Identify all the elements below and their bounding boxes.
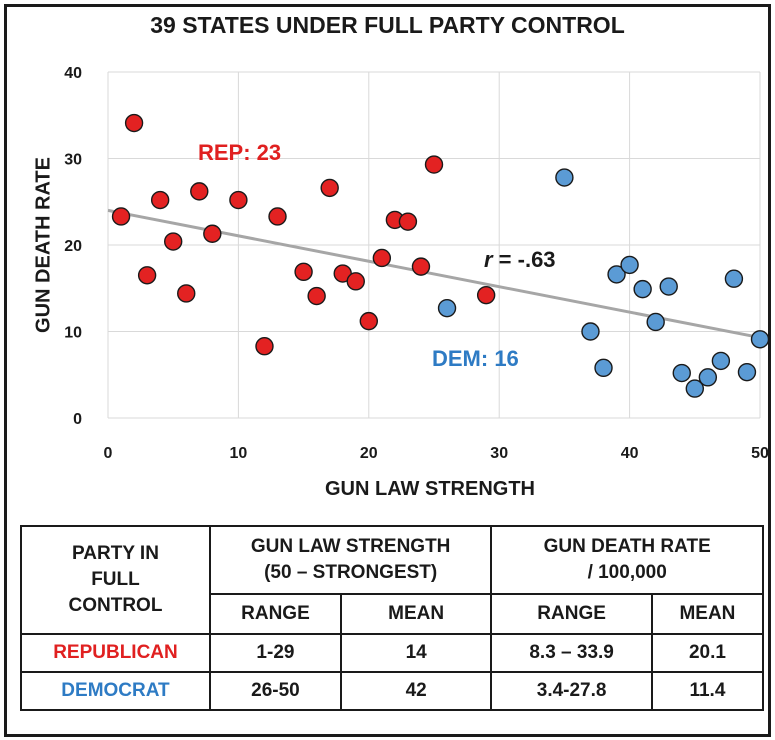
law-range-cell: 26-50 <box>208 671 342 711</box>
law-mean-cell: 14 <box>339 633 493 673</box>
dem-data-point <box>607 265 626 284</box>
x-tick-label: 40 <box>621 445 639 462</box>
rep-data-point <box>177 284 196 303</box>
dem-data-point <box>659 277 678 296</box>
data-points <box>111 113 770 398</box>
x-tick-label: 30 <box>490 445 508 462</box>
rep-data-point <box>476 285 496 305</box>
death-rate-header: GUN DEATH RATE / 100,000 <box>490 525 764 595</box>
dem-data-point <box>724 269 744 288</box>
rep-data-point <box>124 113 144 133</box>
rep-data-point <box>137 266 157 285</box>
x-tick-label: 0 <box>104 445 113 462</box>
law-mean-header: MEAN <box>339 593 493 635</box>
y-tick-labels: 0 10 20 30 40 <box>64 65 82 428</box>
table-row: REPUBLICAN 1-29 14 8.3 – 33.9 20.1 <box>20 633 765 673</box>
x-tick-labels: 0 10 20 30 40 50 <box>104 445 769 462</box>
y-tick-label: 40 <box>64 65 82 82</box>
r-symbol: r <box>484 247 494 272</box>
rep-data-point <box>268 207 287 226</box>
dem-data-point <box>711 351 731 371</box>
law-range-cell: 1-29 <box>208 633 342 673</box>
rep-count-label: REP: 23 <box>198 140 281 165</box>
death-mean-cell: 20.1 <box>650 633 765 673</box>
grid-lines <box>107 71 761 419</box>
dem-data-point <box>646 312 665 332</box>
scatter-plot: 0 10 20 30 40 50 0 10 20 30 40 REP: 23 DEM: 16 r = … <box>64 65 770 462</box>
summary-table: PARTY IN FULL CONTROL GUN LAW STRENGTH (… <box>20 525 765 711</box>
rep-data-point <box>359 311 378 331</box>
rep-data-point <box>346 272 365 291</box>
death-mean-cell: 11.4 <box>650 671 765 711</box>
rep-data-point <box>372 248 392 268</box>
rep-data-point <box>294 262 313 282</box>
y-tick-label: 20 <box>64 238 82 255</box>
death-mean-header: MEAN <box>650 593 765 635</box>
x-tick-label: 20 <box>360 445 378 462</box>
rep-data-point <box>411 257 431 276</box>
dem-data-point <box>437 298 457 318</box>
rep-data-point <box>307 286 326 306</box>
rep-data-point <box>424 155 444 174</box>
x-tick-label: 50 <box>751 445 769 462</box>
rep-data-point <box>111 207 131 226</box>
rep-data-point <box>398 212 418 231</box>
death-range-cell: 8.3 – 33.9 <box>490 633 653 673</box>
dem-data-point <box>750 330 770 349</box>
chart-title: 39 STATES UNDER FULL PARTY CONTROL <box>150 12 625 38</box>
y-tick-label: 10 <box>64 325 82 342</box>
death-range-cell: 3.4-27.8 <box>490 671 653 711</box>
party-republican: REPUBLICAN <box>20 633 211 673</box>
dem-data-point <box>698 368 718 387</box>
correlation-label: r = -.63 <box>484 247 556 272</box>
annotations: REP: 23 DEM: 16 r = -.63 <box>198 140 556 371</box>
dem-data-point <box>685 379 704 398</box>
x-axis-label: GUN LAW STRENGTH <box>325 478 535 500</box>
law-range-header: RANGE <box>208 593 342 635</box>
party-democrat: DEMOCRAT <box>20 671 211 711</box>
dem-data-point <box>581 322 600 341</box>
gun-law-header: GUN LAW STRENGTH (50 – STRONGEST) <box>208 525 493 595</box>
law-mean-cell: 42 <box>339 671 493 711</box>
r-value: = -.63 <box>493 247 556 272</box>
table-row: DEMOCRAT 26-50 42 3.4-27.8 11.4 <box>20 671 765 711</box>
rep-data-point <box>203 224 222 243</box>
dem-count-label: DEM: 16 <box>432 346 519 371</box>
rep-data-point <box>229 190 248 210</box>
y-tick-label: 30 <box>64 152 82 169</box>
dem-data-point <box>555 168 574 187</box>
death-range-header: RANGE <box>490 593 653 635</box>
x-tick-label: 10 <box>230 445 248 462</box>
party-header: PARTY IN FULL CONTROL <box>20 525 211 635</box>
dem-data-point <box>594 358 613 378</box>
dem-data-point <box>672 363 691 383</box>
rep-data-point <box>163 232 183 251</box>
y-tick-label: 0 <box>73 411 82 428</box>
dem-data-point <box>633 279 652 299</box>
rep-data-point <box>190 182 209 201</box>
rep-data-point <box>150 190 170 210</box>
rep-data-point <box>320 178 339 198</box>
dem-data-point <box>737 362 757 382</box>
dem-data-point <box>620 255 639 275</box>
rep-data-point <box>255 337 274 356</box>
